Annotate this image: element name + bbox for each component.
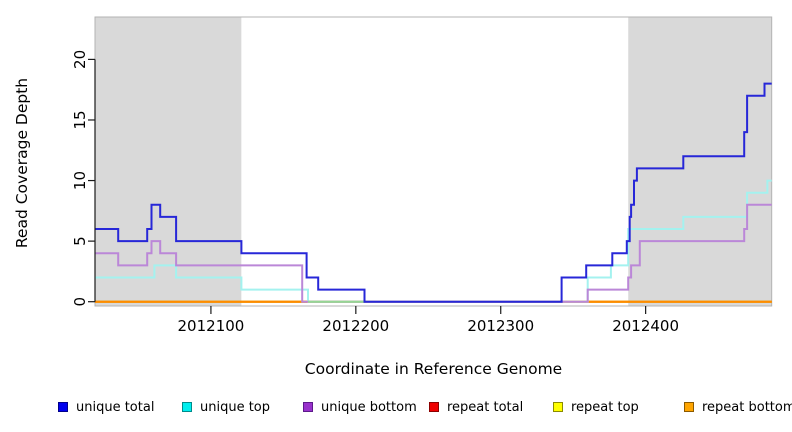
legend-item-unique-total: unique total [58,399,155,415]
legend-item-repeat-bottom: repeat bottom [684,399,792,415]
legend-swatch-unique-top [182,402,192,412]
y-tick-label: 5 [71,236,89,246]
shaded-repeat-region [95,17,242,306]
legend-label: unique top [200,399,271,415]
legend-item-repeat-total: repeat total [429,399,524,415]
legend-swatch-repeat-top [553,402,563,412]
x-tick-label: 2012200 [322,317,389,335]
legend-swatch-unique-total [58,402,68,412]
legend-item-unique-bottom: unique bottom [303,399,417,415]
x-tick-label: 2012300 [467,317,534,335]
legend-item-repeat-top: repeat top [553,399,639,415]
legend-label: repeat total [447,399,524,415]
x-tick-label: 2012400 [612,317,679,335]
shaded-repeat-region [628,17,772,306]
y-tick-label: 20 [71,50,89,69]
y-tick-label: 10 [71,171,89,190]
x-axis-label: Coordinate in Reference Genome [304,360,563,378]
y-tick-label: 0 [71,297,89,307]
y-axis-label: Read Coverage Depth [13,77,31,249]
legend-label: repeat top [571,399,639,415]
legend-swatch-repeat-total [429,402,439,412]
y-tick-label: 15 [71,110,89,129]
legend-item-unique-top: unique top [182,399,271,415]
legend-swatch-unique-bottom [303,402,313,412]
legend-label: unique total [76,399,155,415]
legend-swatch-repeat-bottom [684,402,694,412]
legend-label: repeat bottom [702,399,792,415]
series-line-unique-total [95,82,772,303]
x-tick-label: 2012100 [178,317,245,335]
legend-label: unique bottom [321,399,417,415]
